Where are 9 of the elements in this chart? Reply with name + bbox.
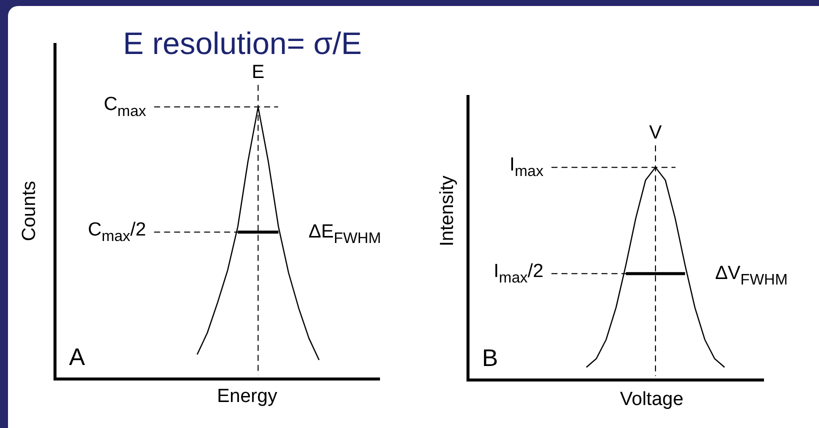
chart-title: E resolution= σ/E	[123, 26, 362, 62]
text: V	[649, 122, 662, 144]
text: E	[252, 62, 264, 84]
x-axis-title: Energy	[217, 386, 278, 408]
y-axis-title: Counts	[19, 180, 41, 242]
annotation: B	[482, 345, 498, 372]
x-axis-title: Voltage	[620, 389, 684, 411]
annotation: A	[69, 344, 86, 371]
y-axis-title: Intensity	[437, 176, 459, 246]
